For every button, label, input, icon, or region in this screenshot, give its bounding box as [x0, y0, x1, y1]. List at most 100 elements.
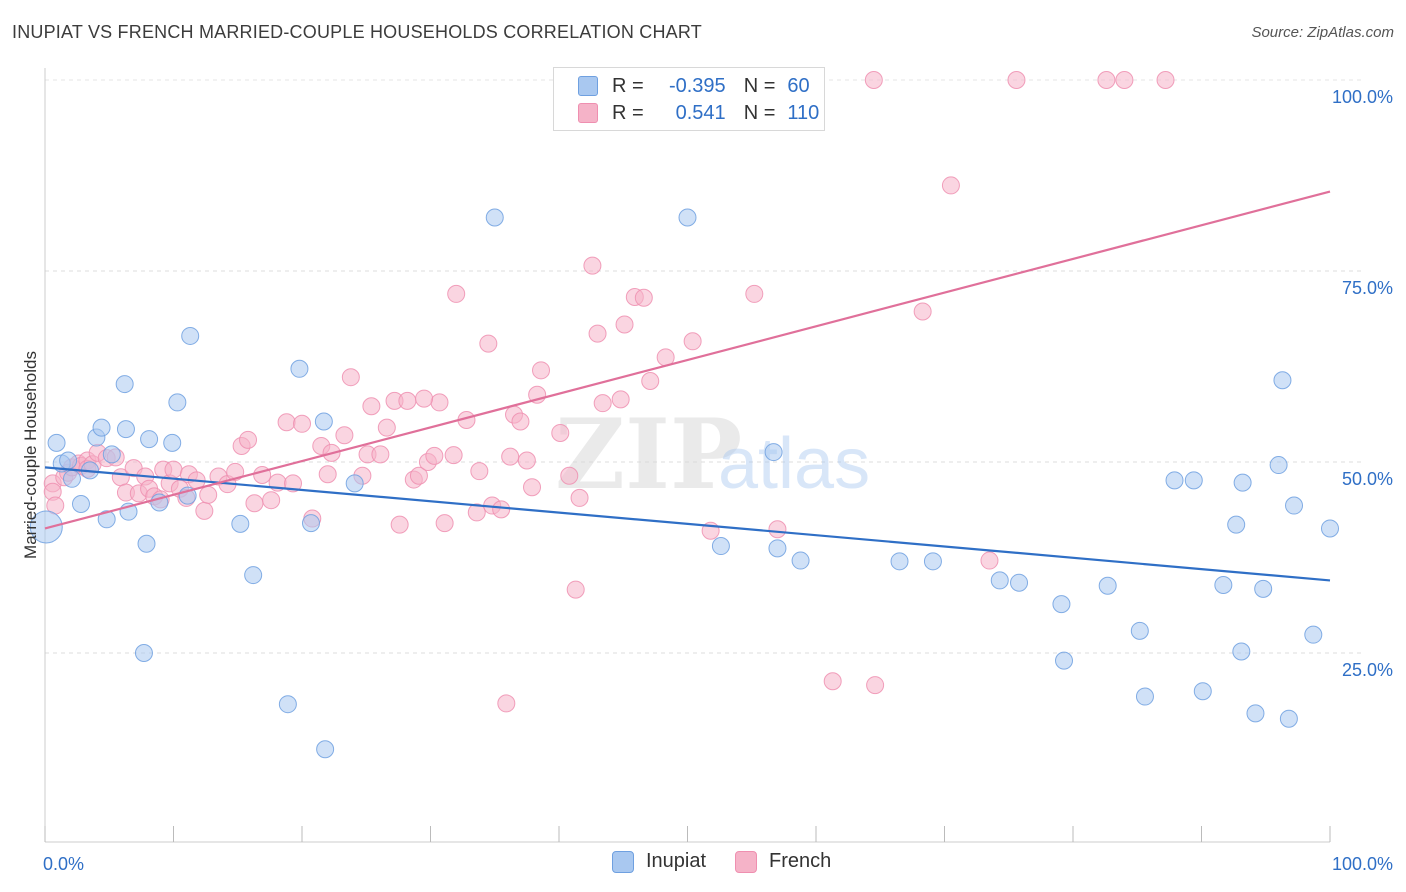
- french-point: [425, 446, 444, 465]
- gridlines: [45, 79, 1365, 654]
- inupiat-point: [1304, 625, 1323, 644]
- inupiat-point: [134, 644, 153, 662]
- french-point: [341, 368, 360, 387]
- french-point: [745, 284, 764, 303]
- inupiat-point: [1135, 687, 1154, 706]
- x-tick-label-right: 100.0%: [1332, 854, 1393, 874]
- french-point: [444, 446, 463, 465]
- french-r-value: 0.541: [675, 101, 726, 124]
- french-point: [497, 694, 516, 713]
- r-label: R =: [612, 74, 644, 97]
- french-point: [262, 491, 281, 510]
- legend-item-french[interactable]: French: [735, 850, 831, 873]
- inupiat-point: [1098, 576, 1117, 595]
- inupiat-point: [1055, 651, 1074, 670]
- inupiat-point: [59, 451, 78, 470]
- inupiat-point: [1184, 471, 1203, 490]
- inupiat-point: [140, 430, 159, 449]
- inupiat-point: [1321, 519, 1339, 538]
- french-point: [415, 389, 434, 408]
- french-point: [615, 315, 634, 334]
- french-point: [1097, 71, 1116, 89]
- inupiat-trend-line: [44, 466, 1331, 582]
- french-point: [398, 391, 417, 410]
- inupiat-point: [1227, 515, 1246, 534]
- watermark-atlas: atlas: [718, 424, 870, 504]
- y-tick-label: 100.0%: [1332, 87, 1393, 107]
- french-point: [593, 394, 612, 413]
- french-point: [866, 676, 885, 695]
- inupiat-point: [92, 418, 111, 437]
- inupiat-point: [768, 539, 787, 558]
- french-point: [470, 462, 489, 481]
- inupiat-point: [1285, 496, 1304, 515]
- french-point: [362, 397, 381, 416]
- n-label: N =: [743, 101, 776, 124]
- inupiat-legend-swatch: [612, 850, 634, 873]
- inupiat-point: [71, 495, 90, 514]
- french-point: [1156, 71, 1175, 89]
- french-point: [284, 474, 303, 493]
- french-point: [390, 515, 409, 534]
- inupiat-point: [97, 510, 116, 529]
- french-point: [1115, 71, 1134, 89]
- french-point: [409, 466, 428, 485]
- french-point: [1007, 71, 1026, 89]
- french-point: [226, 462, 245, 481]
- french-point: [864, 71, 883, 89]
- inupiat-point: [1232, 642, 1251, 661]
- axes: [44, 68, 1331, 843]
- french-point: [199, 485, 218, 504]
- inupiat-point: [1165, 471, 1184, 490]
- french-point: [941, 176, 960, 195]
- inupiat-point: [678, 208, 697, 227]
- french-n-value: 110: [787, 101, 820, 124]
- french-point: [611, 390, 630, 409]
- french-point: [492, 500, 511, 519]
- french-point: [239, 430, 258, 449]
- french-point: [467, 503, 486, 522]
- french-point: [511, 412, 530, 431]
- inupiat-point: [62, 469, 81, 488]
- french-point: [683, 332, 702, 351]
- french-point: [479, 334, 498, 353]
- french-point: [980, 551, 999, 570]
- french-point: [570, 488, 589, 507]
- inupiat-point: [1233, 473, 1252, 492]
- series-legend: Inupiat French: [0, 850, 1406, 878]
- n-label: N =: [743, 74, 776, 97]
- inupiat-point: [890, 552, 909, 571]
- inupiat-point: [47, 433, 66, 452]
- inupiat-point: [923, 552, 942, 571]
- y-axis-label: Married-couple Households: [21, 351, 40, 559]
- y-tick-label: 25.0%: [1342, 660, 1393, 680]
- inupiat-point: [1279, 709, 1298, 728]
- inupiat-point: [1010, 573, 1029, 592]
- tick-labels: 25.0% 50.0% 75.0% 100.0% 0.0% 100.0%: [43, 87, 1393, 874]
- french-point: [195, 501, 214, 520]
- inupiat-point: [764, 443, 783, 462]
- french-point: [768, 520, 787, 539]
- inupiat-point: [163, 433, 182, 452]
- inupiat-point: [1246, 704, 1265, 723]
- inupiat-point: [116, 420, 135, 439]
- legend-item-inupiat[interactable]: Inupiat: [612, 850, 706, 873]
- x-tick-label-left: 0.0%: [43, 854, 84, 874]
- french-point: [523, 478, 542, 497]
- trend-lines: [44, 190, 1331, 582]
- french-point: [318, 465, 337, 484]
- french-point: [634, 288, 653, 307]
- inupiat-n-value: 60: [787, 74, 810, 97]
- inupiat-point: [1273, 371, 1292, 390]
- french-legend-swatch: [735, 850, 757, 873]
- inupiat-point: [711, 537, 730, 556]
- inupiat-point: [115, 375, 134, 394]
- inupiat-point: [1130, 621, 1149, 640]
- inupiat-point: [290, 359, 309, 378]
- french-point: [588, 324, 607, 343]
- french-point: [430, 393, 449, 412]
- french-point: [277, 413, 296, 432]
- french-legend-label: French: [769, 850, 832, 872]
- inupiat-point: [314, 412, 333, 431]
- legend-row-inupiat: R = -0.395 N = 60: [578, 74, 810, 98]
